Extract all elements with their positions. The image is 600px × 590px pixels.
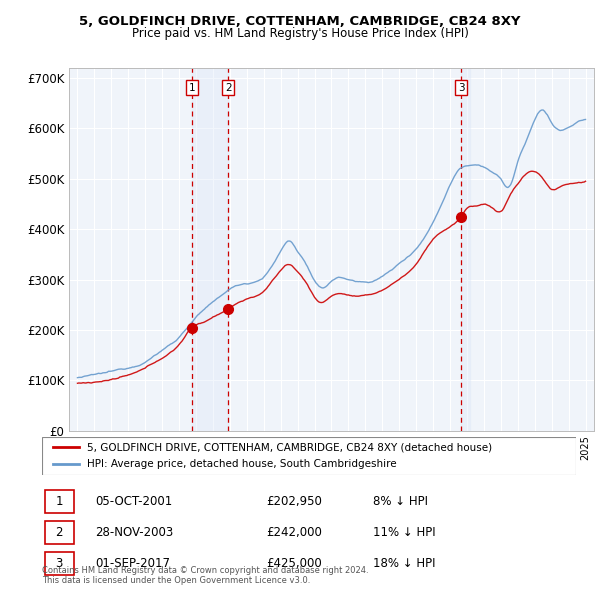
Text: 5, GOLDFINCH DRIVE, COTTENHAM, CAMBRIDGE, CB24 8XY: 5, GOLDFINCH DRIVE, COTTENHAM, CAMBRIDGE… (79, 15, 521, 28)
Text: £242,000: £242,000 (266, 526, 322, 539)
Text: 05-OCT-2001: 05-OCT-2001 (95, 495, 173, 508)
Text: 2: 2 (225, 83, 232, 93)
FancyBboxPatch shape (44, 490, 74, 513)
Text: Price paid vs. HM Land Registry's House Price Index (HPI): Price paid vs. HM Land Registry's House … (131, 27, 469, 40)
Text: 1: 1 (188, 83, 195, 93)
Text: 2: 2 (56, 526, 63, 539)
Text: £202,950: £202,950 (266, 495, 322, 508)
Text: 11% ↓ HPI: 11% ↓ HPI (373, 526, 436, 539)
Text: 1: 1 (56, 495, 63, 508)
Text: HPI: Average price, detached house, South Cambridgeshire: HPI: Average price, detached house, Sout… (88, 459, 397, 469)
Bar (461, 68, 470, 431)
Text: 01-SEP-2017: 01-SEP-2017 (95, 557, 170, 570)
FancyBboxPatch shape (44, 552, 74, 575)
Text: 3: 3 (458, 83, 465, 93)
Text: £425,000: £425,000 (266, 557, 322, 570)
Text: 28-NOV-2003: 28-NOV-2003 (95, 526, 173, 539)
Text: 5, GOLDFINCH DRIVE, COTTENHAM, CAMBRIDGE, CB24 8XY (detached house): 5, GOLDFINCH DRIVE, COTTENHAM, CAMBRIDGE… (88, 442, 493, 453)
Text: 18% ↓ HPI: 18% ↓ HPI (373, 557, 436, 570)
Text: 8% ↓ HPI: 8% ↓ HPI (373, 495, 428, 508)
Text: Contains HM Land Registry data © Crown copyright and database right 2024.
This d: Contains HM Land Registry data © Crown c… (42, 566, 368, 585)
FancyBboxPatch shape (44, 521, 74, 544)
Bar (192, 68, 228, 431)
Text: 3: 3 (56, 557, 63, 570)
